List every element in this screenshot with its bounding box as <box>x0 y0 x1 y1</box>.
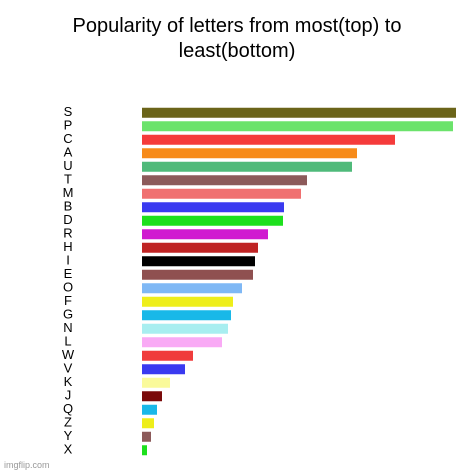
y-tick-label: I <box>66 253 70 268</box>
bar <box>142 391 162 402</box>
bar <box>142 175 307 186</box>
y-tick-label: M <box>63 185 74 200</box>
bar <box>142 431 151 442</box>
bar <box>142 242 258 253</box>
bar <box>142 377 170 388</box>
y-tick-label: G <box>63 307 73 322</box>
y-tick-label: P <box>64 118 73 133</box>
bar <box>142 107 456 118</box>
bar <box>142 404 157 415</box>
y-tick-label: O <box>63 280 73 295</box>
bar <box>142 445 147 456</box>
bar <box>142 229 268 240</box>
y-tick-label: R <box>63 226 72 241</box>
bar <box>142 161 352 172</box>
chart-title: Popularity of letters from most(top) to … <box>72 15 402 62</box>
bar <box>142 350 193 361</box>
y-tick-label: D <box>63 212 72 227</box>
y-tick-label: L <box>64 334 71 349</box>
bar <box>142 310 231 321</box>
y-tick-label: T <box>64 172 72 187</box>
y-tick-label: E <box>64 266 73 281</box>
bar <box>142 134 395 145</box>
y-tick-label: F <box>64 293 72 308</box>
bar <box>142 188 301 199</box>
y-tick-label: B <box>64 199 73 214</box>
y-tick-label: A <box>64 145 73 160</box>
y-tick-label: Q <box>63 401 73 416</box>
y-tick-label: K <box>64 374 73 389</box>
bar <box>142 202 284 213</box>
bar <box>142 296 233 307</box>
y-tick-label: W <box>62 347 75 362</box>
y-tick-label: N <box>63 320 72 335</box>
y-tick-label: S <box>64 104 73 119</box>
y-tick-label: U <box>63 158 72 173</box>
bar <box>142 215 283 226</box>
bar <box>142 121 453 132</box>
bar <box>142 323 228 334</box>
y-tick-label: J <box>65 388 72 403</box>
bar <box>142 364 185 375</box>
bar <box>142 269 253 280</box>
y-tick-label: Z <box>64 415 72 430</box>
y-tick-label: X <box>64 442 73 457</box>
bar <box>142 148 357 159</box>
bar <box>142 337 222 348</box>
y-tick-label: H <box>63 239 72 254</box>
watermark: imgflip.com <box>4 460 50 470</box>
y-tick-label: C <box>63 131 72 146</box>
y-tick-label: V <box>64 361 73 376</box>
bar <box>142 418 154 429</box>
y-tick-label: Y <box>64 428 73 443</box>
bar <box>142 283 242 294</box>
bar <box>142 256 255 267</box>
